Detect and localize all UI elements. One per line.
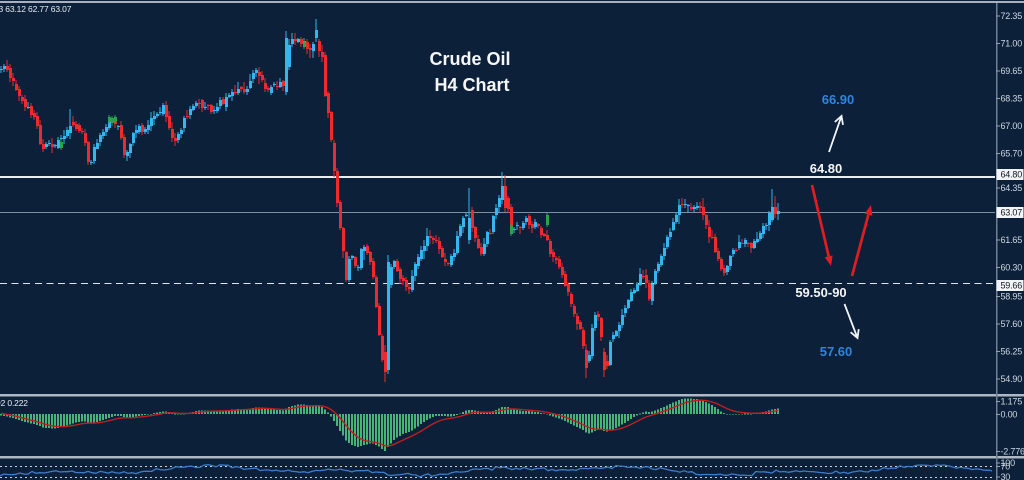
svg-text:57.60: 57.60 xyxy=(820,344,853,359)
svg-text:56.25: 56.25 xyxy=(1001,347,1023,357)
svg-text:-2.776: -2.776 xyxy=(1001,447,1024,457)
svg-text:57.60: 57.60 xyxy=(1001,319,1023,329)
svg-text:30: 30 xyxy=(1001,472,1011,480)
svg-text:H4 Chart: H4 Chart xyxy=(434,75,509,95)
svg-text:68.35: 68.35 xyxy=(1001,94,1023,104)
svg-text:61.65: 61.65 xyxy=(1001,235,1023,245)
svg-text:Crude Oil: Crude Oil xyxy=(429,49,510,69)
svg-text:64.35: 64.35 xyxy=(1001,183,1023,193)
svg-text:58.95: 58.95 xyxy=(1001,292,1023,302)
svg-text:64.80: 64.80 xyxy=(1001,170,1023,180)
svg-text:0.00: 0.00 xyxy=(1001,410,1018,420)
svg-text:59.66: 59.66 xyxy=(1001,281,1023,291)
svg-text:66.90: 66.90 xyxy=(822,92,855,107)
svg-text:64.80: 64.80 xyxy=(810,161,843,176)
svg-text:92 0.222: 92 0.222 xyxy=(0,398,28,408)
svg-text:100: 100 xyxy=(1001,458,1016,468)
svg-text:72.35: 72.35 xyxy=(1001,11,1023,21)
svg-text:69.65: 69.65 xyxy=(1001,66,1023,76)
svg-text:1.175: 1.175 xyxy=(1001,397,1023,407)
svg-text:3 63.12 62.77 63.07: 3 63.12 62.77 63.07 xyxy=(0,4,72,14)
svg-text:63.07: 63.07 xyxy=(1001,208,1023,218)
svg-text:71.00: 71.00 xyxy=(1001,39,1023,49)
svg-text:60.30: 60.30 xyxy=(1001,263,1023,273)
svg-text:59.50-90: 59.50-90 xyxy=(795,285,846,300)
svg-text:65.70: 65.70 xyxy=(1001,149,1023,159)
svg-text:54.90: 54.90 xyxy=(1001,374,1023,384)
svg-text:70: 70 xyxy=(1001,462,1011,472)
svg-text:67.00: 67.00 xyxy=(1001,121,1023,131)
